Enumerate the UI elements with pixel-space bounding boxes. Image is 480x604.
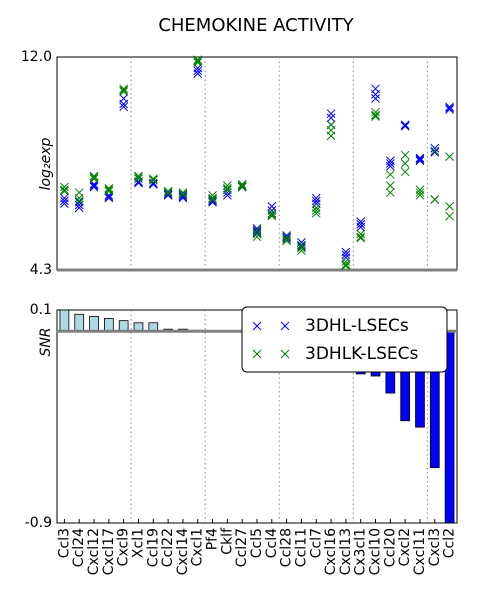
x-tick-label: Ccl28 [279,528,295,567]
x-tick-label: Cxcl17 [101,528,117,575]
x-tick-label: Ccl22 [160,528,176,567]
x-tick-label: Ccl5 [249,528,265,558]
y-axis-label: log₂exp [38,138,54,191]
y-tick-label: -0.9 [25,515,52,531]
legend-layer: 3DHL-LSECs 3DHLK-LSECs [242,307,447,372]
x-tick-label: Cx3cl1 [353,528,369,575]
bar [60,310,69,331]
x-tick-label: Ccl24 [71,528,87,567]
bar [90,316,99,331]
x-tick-label: Pf4 [205,528,221,550]
x-tick-label: Ccl7 [308,528,324,558]
x-tick-label: Cxcl12 [86,528,102,575]
bar [104,319,113,332]
legend-label: 3DHL-LSECs [305,316,409,336]
x-tick-label: Ccl2 [442,528,458,558]
x-tick-label: Ccl19 [145,528,161,567]
chart-title: CHEMOKINE ACTIVITY [158,15,354,36]
x-tick-label: Ccl11 [293,528,309,567]
x-tick-label: Cxcl2 [397,528,413,566]
y-tick-label: 0.1 [30,302,52,318]
x-tick-label: Cxcl11 [412,528,428,575]
x-tick-label: Xcl1 [130,528,146,558]
x-tick-label: Cxcl3 [427,528,443,566]
x-tick-label: Cxcl1 [190,528,206,566]
x-tick-label: Cxcl14 [175,528,191,575]
y-tick-label: 4.3 [30,262,52,278]
legend-label: 3DHLK-LSECs [305,344,419,364]
y-axis-label: SNR [38,327,54,356]
bar [75,314,84,331]
x-tick-label: Ccl20 [382,528,398,567]
x-tick-label: Ccl27 [234,528,250,567]
y-tick-label: 12.0 [21,49,52,65]
x-tick-label: Cxcl13 [338,528,354,575]
x-tick-label: Ccl4 [264,528,280,558]
x-tick-label: Cxcl10 [368,528,384,575]
x-tick-label: Ccl3 [56,528,72,558]
x-tick-label: Cklf [219,527,235,555]
x-tick-label: Cxcl16 [323,528,339,575]
x-tick-label: Cxcl9 [116,528,132,566]
bar [119,321,128,332]
